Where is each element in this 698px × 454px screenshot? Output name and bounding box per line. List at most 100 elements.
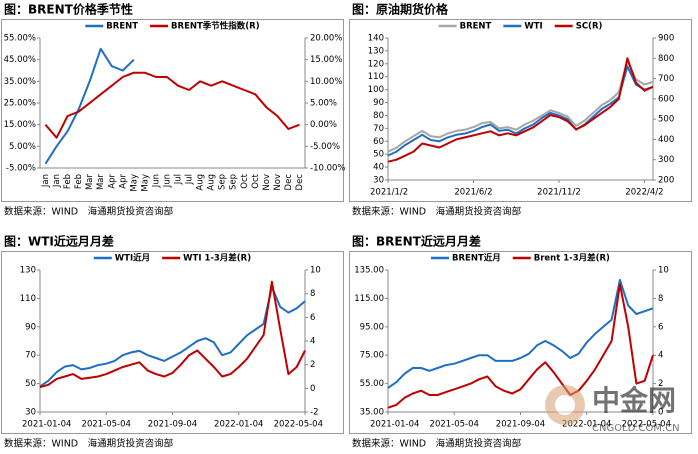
y-tick-label: 140 [368, 34, 384, 44]
legend-label: BRENT近月 [452, 253, 501, 264]
y2-tick-label: -2 [310, 408, 318, 418]
chart-frame [349, 19, 692, 202]
y2-tick-label: 6 [310, 313, 315, 323]
chart-title: 图：WTI近远月月差 [4, 234, 114, 249]
x-tick-label: Jun [151, 174, 161, 188]
y2-tick-label: 900 [658, 34, 674, 44]
x-tick-label: Mar [96, 174, 106, 191]
series-line [39, 280, 306, 389]
y2-tick-label: 2 [310, 360, 315, 370]
x-tick-label: Apr [107, 174, 117, 189]
y-tick-label: 90 [25, 322, 36, 332]
y2-tick-label: 700 [658, 74, 674, 84]
y2-tick-label: 8 [658, 294, 663, 304]
y2-tick-label: 2 [658, 379, 663, 389]
x-tick-label: Dec [295, 174, 305, 191]
x-tick-label: 2022/4/2 [625, 188, 663, 198]
y-tick-label: 110 [20, 294, 36, 304]
x-tick-label: Mar [85, 174, 95, 191]
legend-label: WTI近月 [115, 253, 150, 264]
y-tick-label: 55.00 [360, 379, 384, 389]
y2-tick-label: -10.00% [310, 164, 345, 174]
y-tick-label: 75.00 [360, 351, 384, 361]
y2-tick-label: 400 [658, 135, 674, 145]
series-line [387, 278, 654, 389]
legend: BRENT近月 Brent 1-3月差(R) [431, 253, 610, 264]
legend-label: Brent 1-3月差(R) [534, 253, 610, 264]
watermark-url: CNGOLD.COM.CN [592, 423, 680, 434]
legend-label: BRENT季节性指数(R) [171, 21, 260, 32]
x-tick-label: Nov [262, 174, 272, 191]
y2-tick-label: 0.00% [310, 120, 337, 130]
x-tick-label: 2022-01-04 [562, 420, 611, 430]
y2-tick-label: 10 [310, 266, 321, 276]
y2-tick-label: 300 [658, 155, 674, 165]
x-tick-label: Dec [284, 174, 294, 191]
y2-tick-label: -5.00% [310, 142, 340, 152]
x-tick-label: Aug [207, 174, 217, 191]
series-line [387, 283, 654, 409]
x-tick-label: Oct [240, 173, 250, 188]
x-tick-label: 2021-05-04 [430, 420, 479, 430]
y-tick-label: 115.00 [354, 294, 384, 304]
series-line [39, 286, 306, 388]
y2-tick-label: 15.00% [310, 55, 342, 65]
x-tick-label: May [140, 174, 150, 192]
y-tick-label: 120 [368, 59, 384, 69]
y-tick-label: 35.00% [4, 77, 36, 87]
y2-tick-label: 8 [310, 289, 315, 299]
y-tick-label: 40 [373, 163, 384, 173]
y-tick-label: 55.00% [4, 34, 36, 44]
x-tick-label: 2021/6/2 [454, 188, 492, 198]
y2-tick-label: 500 [658, 115, 674, 125]
chart-title: 图：原油期货价格 [352, 2, 449, 17]
legend: BRENT WTI SC(R) [438, 22, 602, 32]
y-tick-label: 70 [25, 351, 36, 361]
y-tick-label: 35.00 [360, 408, 384, 418]
x-tick-label: 2022-01-04 [214, 420, 263, 430]
y-tick-label: 30 [373, 176, 384, 186]
x-tick-label: 2021-09-04 [496, 420, 545, 430]
x-tick-label: Oct [251, 173, 261, 188]
y2-tick-label: 10 [658, 266, 669, 276]
source-note: 数据来源：WIND 海通期货投资咨询部 [4, 438, 173, 450]
y2-tick-label: 0 [310, 384, 315, 394]
legend-label: WTI [524, 22, 542, 32]
series-line [387, 65, 654, 157]
legend-label: BRENT [460, 22, 492, 32]
x-tick-label: Feb [74, 174, 84, 189]
series-line [44, 71, 300, 139]
legend: BRENT BRENT季节性指数(R) [85, 21, 260, 32]
source-note: 数据来源：WIND 海通期货投资咨询部 [352, 206, 521, 218]
chart-frame [349, 251, 692, 434]
x-tick-label: 2021-05-04 [82, 420, 131, 430]
chart-frame [1, 19, 344, 202]
y-tick-label: 110 [368, 72, 384, 82]
x-tick-label: 2022-05-04 [274, 420, 323, 430]
x-tick-label: Apr [118, 174, 128, 189]
y-tick-label: 95.00 [360, 322, 384, 332]
y-tick-label: 15.00% [4, 120, 36, 130]
y2-tick-label: 800 [658, 54, 674, 64]
y-tick-label: 80 [373, 111, 384, 121]
y2-tick-label: 0 [658, 408, 663, 418]
series-line [44, 47, 135, 165]
legend: WTI近月 WTI 1-3月差(R) [93, 253, 251, 264]
watermark: 中金网 CNGOLD.COM.CN [545, 384, 680, 434]
y2-tick-label: 5.00% [310, 99, 337, 109]
x-tick-label: 2021-09-04 [148, 420, 197, 430]
x-tick-label: 2022-05-04 [622, 420, 671, 430]
x-tick-label: May [129, 174, 139, 192]
x-tick-label: Feb [63, 174, 73, 189]
y2-tick-label: 6 [658, 322, 663, 332]
y-tick-label: -5.00% [6, 164, 36, 174]
legend-label: WTI 1-3月差(R) [183, 253, 251, 264]
x-tick-label: Jul [185, 174, 195, 185]
y2-tick-label: 600 [658, 94, 674, 104]
y2-tick-label: 200 [658, 176, 674, 186]
y-tick-label: 25.00% [4, 99, 36, 109]
y-tick-label: 45.00% [4, 55, 36, 65]
y2-tick-label: 4 [310, 337, 315, 347]
